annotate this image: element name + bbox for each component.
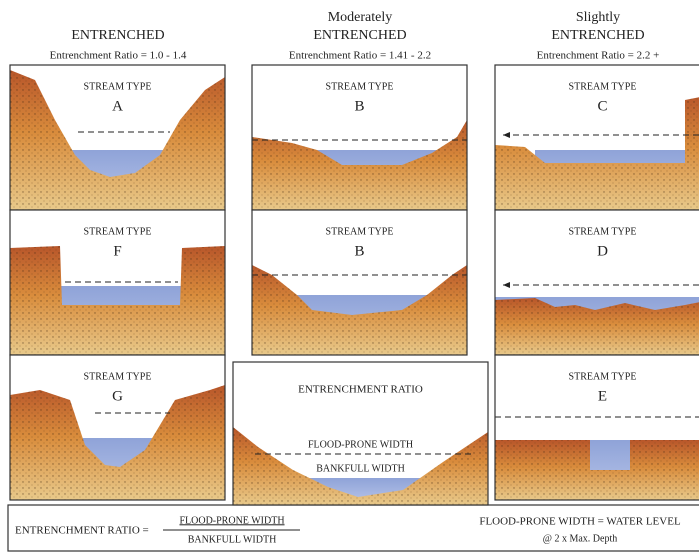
diagram: ENTRENCHED Entrenchment Ratio = 1.0 - 1.4… (0, 0, 699, 552)
bankfull-label: BANKFULL WIDTH (316, 463, 405, 474)
stream-type-letter: B (354, 98, 364, 114)
definition: FLOOD-PRONE WIDTH = WATER LEVEL (479, 516, 681, 528)
stream-type-label: STREAM TYPE (84, 226, 152, 237)
formula-denominator: BANKFULL WIDTH (188, 534, 277, 545)
ratio-title: ENTRENCHMENT RATIO (298, 384, 423, 396)
definition: @ 2 x Max. Depth (543, 533, 617, 544)
column-heading: Moderately (328, 10, 393, 25)
stream-type-label: STREAM TYPE (84, 81, 152, 92)
stream-type-label: STREAM TYPE (569, 371, 637, 382)
column-heading: ENTRENCHED (551, 28, 644, 43)
ratio-range: Entrenchment Ratio = 1.41 - 2.2 (289, 50, 431, 62)
stream-type-label: STREAM TYPE (84, 371, 152, 382)
flood-label: FLOOD-PRONE WIDTH (308, 439, 413, 450)
stream-type-letter: E (598, 388, 607, 404)
stream-type-label: STREAM TYPE (326, 226, 394, 237)
formula-numerator: FLOOD-PRONE WIDTH (179, 515, 284, 526)
formula-lhs: ENTRENCHMENT RATIO = (15, 525, 149, 537)
stream-type-letter: A (112, 98, 123, 114)
stream-type-letter: F (113, 243, 121, 259)
stream-type-label: STREAM TYPE (569, 81, 637, 92)
column-heading: ENTRENCHED (313, 28, 406, 43)
stream-type-letter: G (112, 388, 123, 404)
stream-type-letter: B (354, 243, 364, 259)
stream-type-label: STREAM TYPE (569, 226, 637, 237)
stream-type-letter: D (597, 243, 608, 259)
column-heading: ENTRENCHED (71, 28, 164, 43)
stream-type-label: STREAM TYPE (326, 81, 394, 92)
stream-type-letter: C (597, 98, 607, 114)
ratio-range: Entrenchment Ratio = 2.2 + (537, 50, 660, 62)
ratio-range: Entrenchment Ratio = 1.0 - 1.4 (50, 50, 187, 62)
column-heading: Slightly (576, 10, 620, 25)
